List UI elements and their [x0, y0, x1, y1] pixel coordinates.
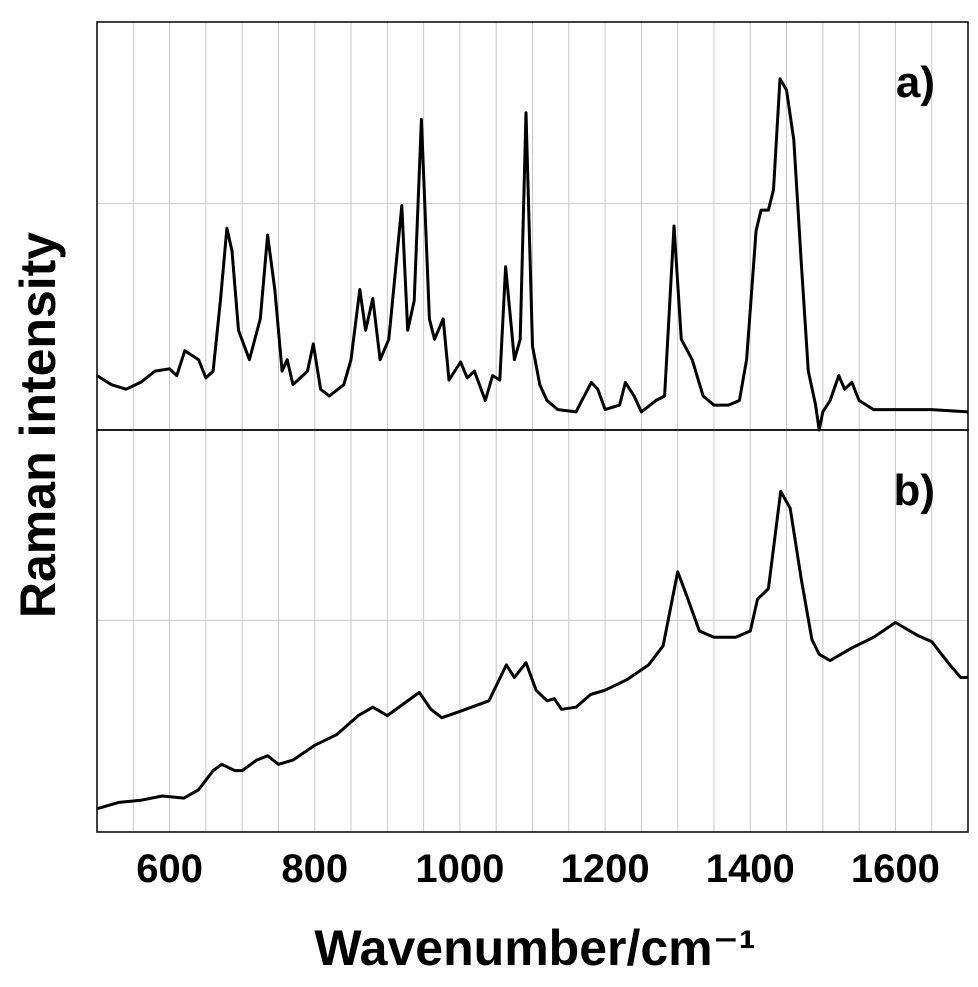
x-tick-label: 800 — [281, 847, 348, 891]
x-tick-label: 600 — [136, 847, 203, 891]
spectrum-line — [96, 489, 968, 811]
x-tick-label: 1400 — [706, 847, 795, 891]
x-axis-label: Wavenumber/cm⁻¹ — [314, 920, 755, 976]
panel-label: a) — [896, 58, 935, 107]
spectrum-line — [96, 77, 969, 432]
plot-frame — [96, 429, 969, 833]
x-tick-label: 1200 — [561, 847, 650, 891]
y-axis-label: Raman intensity — [10, 232, 66, 618]
x-tick-label: 1000 — [415, 847, 504, 891]
x-tick-label: 1600 — [851, 847, 940, 891]
panel-label: b) — [893, 466, 935, 515]
